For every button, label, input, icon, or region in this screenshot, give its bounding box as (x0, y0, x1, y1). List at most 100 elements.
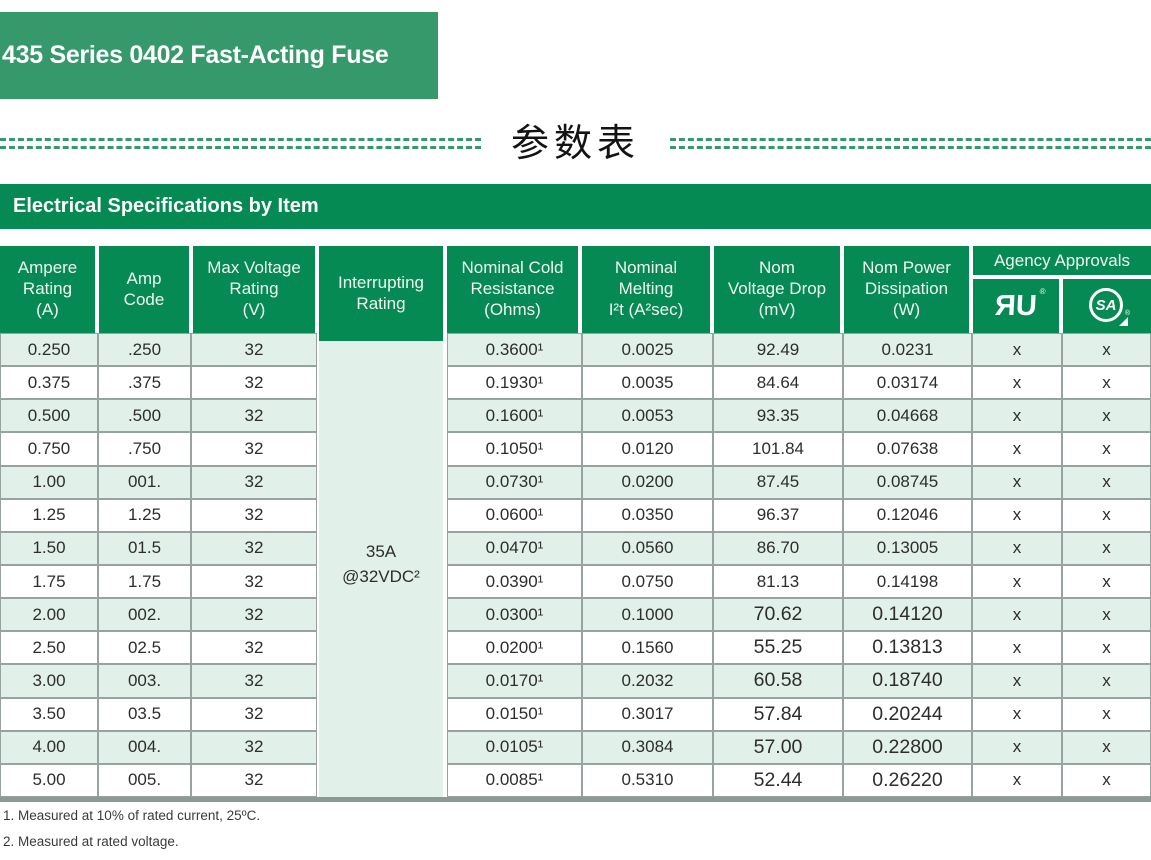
cell-amp-code: 1.75 (99, 565, 190, 598)
cell-ul-approval: x (973, 665, 1061, 697)
cell-ul-approval: x (973, 731, 1061, 763)
cell-max-voltage: 32 (192, 698, 316, 730)
cell-csa-approval: x (1063, 334, 1150, 366)
csa-triangle (1119, 317, 1128, 326)
cell-amp-code: 003. (99, 665, 190, 697)
cell-ampere-rating: 3.50 (1, 698, 97, 730)
cell-melting-i2t: 0.3017 (583, 698, 712, 730)
table-left-block: 0.250.250 32 0.375.375 32 0.500.500 32 0.750.7… (0, 333, 317, 797)
cell-cold-resistance: 0.0390¹ (448, 565, 581, 598)
cell-cold-resistance: 0.0170¹ (448, 665, 581, 697)
cell-voltage-drop: 84.64 (714, 367, 842, 399)
cell-amp-code: .500 (99, 400, 190, 432)
header-agency-approvals: Agency Approvals (973, 246, 1151, 275)
ul-registered-mark: ® (1039, 286, 1046, 296)
cell-max-voltage: 32 (192, 433, 316, 465)
cell-amp-code: 002. (99, 599, 190, 631)
cell-melting-i2t: 0.0053 (583, 400, 712, 432)
cell-ampere-rating: 1.25 (1, 499, 97, 531)
cell-amp-code: 01.5 (99, 532, 190, 564)
cell-power-dissipation: 0.03174 (844, 367, 971, 399)
cell-cold-resistance: 0.0085¹ (448, 764, 581, 796)
cell-max-voltage: 32 (192, 599, 316, 631)
cell-ampere-rating: 2.00 (1, 599, 97, 631)
cell-ul-approval: x (973, 367, 1061, 399)
cell-ampere-rating: 0.750 (1, 433, 97, 465)
cell-csa-approval: x (1063, 764, 1150, 796)
cell-max-voltage: 32 (192, 565, 316, 598)
cell-voltage-drop: 81.13 (714, 565, 842, 598)
cell-power-dissipation: 0.13813 (844, 632, 971, 664)
cell-amp-code: 02.5 (99, 632, 190, 664)
cell-voltage-drop: 60.58 (714, 665, 842, 697)
cell-max-voltage: 32 (192, 400, 316, 432)
cell-voltage-drop: 70.62 (714, 599, 842, 631)
cell-csa-approval: x (1063, 665, 1150, 697)
csa-sa-letters: SA (1095, 296, 1117, 314)
cell-power-dissipation: 0.13005 (844, 532, 971, 564)
cell-melting-i2t: 0.1000 (583, 599, 712, 631)
cell-amp-code: 005. (99, 764, 190, 796)
cell-voltage-drop: 52.44 (714, 764, 842, 796)
cell-power-dissipation: 0.22800 (844, 731, 971, 763)
table-right-block: 0.3600¹ 0.0025 92.49 0.0231 x x 0.1930¹ 0.0035 8… (447, 333, 1151, 797)
cell-melting-i2t: 0.2032 (583, 665, 712, 697)
cell-cold-resistance: 0.0730¹ (448, 466, 581, 498)
cell-csa-approval: x (1063, 400, 1150, 432)
cell-amp-code: .250 (99, 334, 190, 366)
cell-ampere-rating: 0.375 (1, 367, 97, 399)
cell-ampere-rating: 4.00 (1, 731, 97, 763)
cell-voltage-drop: 92.49 (714, 334, 842, 366)
series-title: 435 Series 0402 Fast-Acting Fuse (2, 41, 389, 69)
spec-section-title: Electrical Specifications by Item (13, 195, 319, 217)
cell-ul-approval: x (973, 698, 1061, 730)
cell-voltage-drop: 96.37 (714, 499, 842, 531)
cell-max-voltage: 32 (192, 466, 316, 498)
cell-ampere-rating: 1.75 (1, 565, 97, 598)
cell-amp-code: 001. (99, 466, 190, 498)
cell-amp-code: 1.25 (99, 499, 190, 531)
cell-voltage-drop: 101.84 (714, 433, 842, 465)
cell-ul-approval: x (973, 532, 1061, 564)
spec-section-bar: Electrical Specifications by Item (0, 184, 1151, 229)
table-body: 0.250.250 32 0.375.375 32 0.500.500 32 0.750.7… (0, 333, 1151, 797)
header-cold-resistance: Nominal Cold Resistance (Ohms) (447, 246, 578, 333)
section-heading-row: 参数表 (0, 116, 1151, 170)
cell-melting-i2t: 0.0560 (583, 532, 712, 564)
cell-melting-i2t: 0.0035 (583, 367, 712, 399)
cell-ampere-rating: 0.500 (1, 400, 97, 432)
cell-melting-i2t: 0.1560 (583, 632, 712, 664)
cell-max-voltage: 32 (192, 499, 316, 531)
cell-amp-code: .750 (99, 433, 190, 465)
cell-csa-approval: x (1063, 632, 1150, 664)
cell-ampere-rating: 1.00 (1, 466, 97, 498)
cell-ul-approval: x (973, 400, 1061, 432)
header-power-dissipation: Nom Power Dissipation (W) (844, 246, 969, 333)
cell-melting-i2t: 0.5310 (583, 764, 712, 796)
cell-cold-resistance: 0.1050¹ (448, 433, 581, 465)
cell-max-voltage: 32 (192, 367, 316, 399)
cell-max-voltage: 32 (192, 334, 316, 366)
interrupting-rating-cell: 35A @32VDC² (319, 333, 443, 797)
footnote-1: 1. Measured at 10% of rated current, 25º… (3, 808, 261, 823)
cell-power-dissipation: 0.04668 (844, 400, 971, 432)
cell-csa-approval: x (1063, 433, 1150, 465)
cell-melting-i2t: 0.0025 (583, 334, 712, 366)
cell-power-dissipation: 0.20244 (844, 698, 971, 730)
cell-melting-i2t: 0.0120 (583, 433, 712, 465)
cell-csa-approval: x (1063, 731, 1150, 763)
cell-voltage-drop: 55.25 (714, 632, 842, 664)
cell-csa-approval: x (1063, 565, 1150, 598)
cell-csa-approval: x (1063, 599, 1150, 631)
cell-cold-resistance: 0.0200¹ (448, 632, 581, 664)
cell-melting-i2t: 0.3084 (583, 731, 712, 763)
cell-cold-resistance: 0.0105¹ (448, 731, 581, 763)
cell-ampere-rating: 2.50 (1, 632, 97, 664)
cell-ul-approval: x (973, 632, 1061, 664)
cell-csa-approval: x (1063, 367, 1150, 399)
cell-max-voltage: 32 (192, 632, 316, 664)
dashed-rule-right (670, 137, 1151, 149)
ul-logo-cell: ЯU ® (973, 279, 1059, 333)
cell-cold-resistance: 0.3600¹ (448, 334, 581, 366)
